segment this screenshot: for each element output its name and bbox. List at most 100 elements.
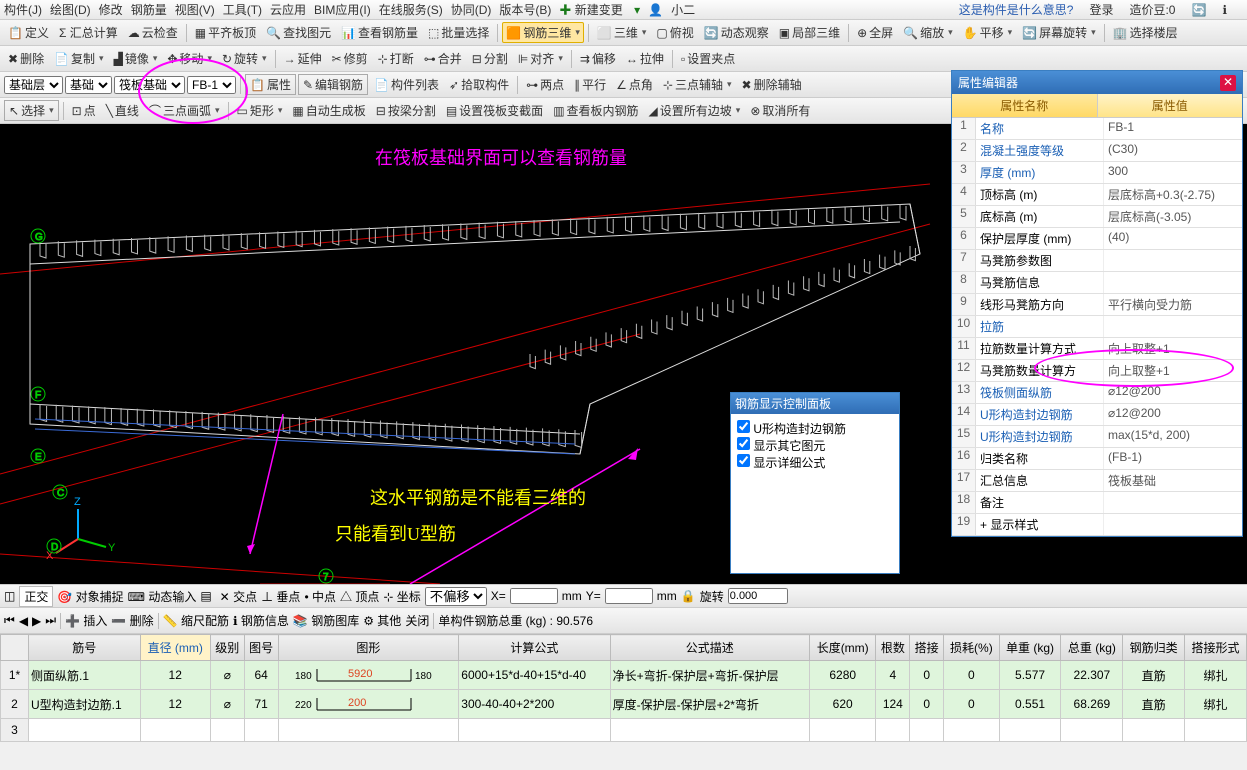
attr-button[interactable]: 📋 属性 — [245, 74, 296, 95]
prop-row[interactable]: 12马凳筋数量计算方向上取整+1 — [952, 360, 1242, 382]
move[interactable]: ✥ 移动 — [163, 48, 216, 69]
view-rebar[interactable]: 📊 查看钢筋量 — [337, 22, 422, 43]
nav-first[interactable]: ⏮ — [4, 613, 15, 628]
prop-row[interactable]: 8马凳筋信息 — [952, 272, 1242, 294]
delete[interactable]: ✖ 删除 — [4, 48, 48, 69]
x-input[interactable] — [510, 588, 558, 604]
line[interactable]: ╲ 直线 — [102, 100, 143, 121]
rebar-info[interactable]: ℹ 钢筋信息 — [233, 612, 289, 629]
rotate-screen[interactable]: 🔄 屏幕旋转 — [1018, 22, 1100, 43]
nav-last[interactable]: ⏭ — [45, 613, 56, 628]
split[interactable]: ⊟ 分割 — [468, 48, 512, 69]
menu-item[interactable]: 云应用 — [270, 1, 306, 18]
col-header[interactable]: 搭接 — [910, 635, 944, 661]
table-row[interactable]: 3 — [1, 719, 1247, 742]
pan[interactable]: ✋ 平移 — [959, 22, 1017, 43]
prop-row[interactable]: 2混凝土强度等级(C30) — [952, 140, 1242, 162]
cancel-all[interactable]: ⊗ 取消所有 — [746, 100, 814, 121]
offset-select[interactable]: 不偏移 — [425, 587, 487, 606]
ortho[interactable]: 正交 — [19, 586, 53, 607]
top-view[interactable]: ▢ 俯视 — [652, 22, 697, 43]
fullscreen[interactable]: ⊕ 全屏 — [853, 22, 897, 43]
prop-row[interactable]: 3厚度 (mm)300 — [952, 162, 1242, 184]
prop-row[interactable]: 4顶标高 (m)层底标高+0.3(-2.75) — [952, 184, 1242, 206]
col-header[interactable]: 长度(mm) — [809, 635, 875, 661]
del-aux[interactable]: ✖ 删除辅轴 — [738, 74, 806, 95]
join[interactable]: ⊶ 合并 — [420, 48, 466, 69]
snap[interactable]: 🎯 对象捕捉 — [57, 588, 123, 605]
prop-row[interactable]: 16归类名称(FB-1) — [952, 448, 1242, 470]
break[interactable]: ⊹ 打断 — [374, 48, 418, 69]
inner-rebar[interactable]: ▥ 查看板内钢筋 — [549, 100, 642, 121]
chk-other[interactable]: 显示其它图元 — [737, 437, 893, 454]
col-header[interactable]: 钢筋归类 — [1123, 635, 1185, 661]
table-row[interactable]: 2U型构造封边筋.112⌀71220200300-40-40+2*200厚度-保… — [1, 690, 1247, 719]
chk-u-rebar[interactable]: U形构造封边钢筋 — [737, 420, 893, 437]
prop-row[interactable]: 9线形马凳筋方向平行横向受力筋 — [952, 294, 1242, 316]
y-input[interactable] — [605, 588, 653, 604]
prop-row[interactable]: 6保护层厚度 (mm)(40) — [952, 228, 1242, 250]
two-pt[interactable]: ⊶ 两点 — [522, 74, 568, 95]
menu-item[interactable]: 视图(V) — [175, 1, 215, 18]
view-mode[interactable]: ⬜ 三维 — [593, 22, 651, 43]
info-icon[interactable]: ℹ — [1222, 3, 1227, 17]
rect[interactable]: ▭ 矩形 — [233, 100, 287, 121]
rot-input[interactable] — [728, 588, 788, 604]
col-header[interactable]: 直径 (mm) — [140, 635, 210, 661]
comp-list[interactable]: 📄 构件列表 — [370, 74, 443, 95]
nav-next[interactable]: ▶ — [32, 614, 41, 628]
close-icon[interactable]: ✕ — [1220, 75, 1236, 91]
mirror[interactable]: ▟ 镜像 — [110, 48, 162, 69]
menu-item[interactable]: 绘图(D) — [50, 1, 91, 18]
menu-item[interactable]: 工具(T) — [223, 1, 262, 18]
toggle-icon[interactable]: ◫ — [4, 589, 15, 603]
col-header[interactable]: 筋号 — [29, 635, 141, 661]
prop-row[interactable]: 19+ 显示样式 — [952, 514, 1242, 536]
col-header[interactable]: 搭接形式 — [1185, 635, 1247, 661]
menu-item[interactable]: 版本号(B) — [499, 1, 551, 18]
menu-item[interactable]: 修改 — [99, 1, 123, 18]
close[interactable]: 关闭 — [405, 612, 429, 629]
layer-icon[interactable]: ▤ — [200, 589, 211, 603]
refresh-icon[interactable]: 🔄 — [1191, 3, 1206, 17]
select-floor[interactable]: 🏢 选择楼层 — [1109, 22, 1182, 43]
menu-item[interactable]: 在线服务(S) — [379, 1, 443, 18]
faq-link[interactable]: 这是构件是什么意思? — [959, 1, 1074, 18]
prop-row[interactable]: 18备注 — [952, 492, 1242, 514]
intersect[interactable]: ✕ 交点 — [220, 588, 257, 605]
trim[interactable]: ✂ 修剪 — [328, 48, 372, 69]
parallel[interactable]: ∥ 平行 — [570, 74, 610, 95]
prop-row[interactable]: 15U形构造封边钢筋max(15*d, 200) — [952, 426, 1242, 448]
edit-rebar[interactable]: ✎ 编辑钢筋 — [298, 74, 368, 95]
three-pt-axis[interactable]: ⊹ 三点辅轴 — [659, 74, 736, 95]
prop-row[interactable]: 7马凳筋参数图 — [952, 250, 1242, 272]
prop-row[interactable]: 11拉筋数量计算方式向上取整+1 — [952, 338, 1242, 360]
col-header[interactable]: 总重 (kg) — [1061, 635, 1123, 661]
orbit[interactable]: 🔄 动态观察 — [700, 22, 773, 43]
col-header[interactable]: 图形 — [278, 635, 459, 661]
prop-row[interactable]: 5底标高 (m)层底标高(-3.05) — [952, 206, 1242, 228]
pick-comp[interactable]: ➶ 拾取构件 — [445, 74, 513, 95]
point[interactable]: ⊡ 点 — [68, 100, 100, 121]
select[interactable]: ↖ 选择 — [4, 100, 59, 121]
stretch[interactable]: ↔ 拉伸 — [622, 48, 668, 69]
pt-angle[interactable]: ∠ 点角 — [612, 74, 657, 95]
define-button[interactable]: 📋 定义 — [4, 22, 53, 43]
code-select[interactable]: FB-1 — [187, 76, 236, 94]
midpt[interactable]: • 中点 — [304, 588, 336, 605]
sub-select[interactable]: 基础 — [65, 76, 112, 94]
delete-row[interactable]: ➖ 删除 — [111, 612, 153, 629]
menu-item[interactable]: 钢筋量 — [131, 1, 167, 18]
nav-prev[interactable]: ◀ — [19, 614, 28, 628]
col-header[interactable]: 单重 (kg) — [999, 635, 1061, 661]
find-elem[interactable]: 🔍 查找图元 — [262, 22, 335, 43]
align[interactable]: ⊫ 对齐 — [514, 48, 567, 69]
beam-split[interactable]: ⊟ 按梁分割 — [372, 100, 440, 121]
new-change[interactable]: ✚ 新建变更 ▾ — [559, 1, 640, 18]
col-header[interactable]: 公式描述 — [610, 635, 809, 661]
login[interactable]: 登录 — [1089, 1, 1113, 18]
table-row[interactable]: 1*侧面纵筋.112⌀6418059201806000+15*d-40+15*d… — [1, 661, 1247, 690]
local-3d[interactable]: ▣ 局部三维 — [775, 22, 844, 43]
col-header[interactable]: 级别 — [210, 635, 244, 661]
other[interactable]: ⚙ 其他 — [363, 612, 401, 629]
